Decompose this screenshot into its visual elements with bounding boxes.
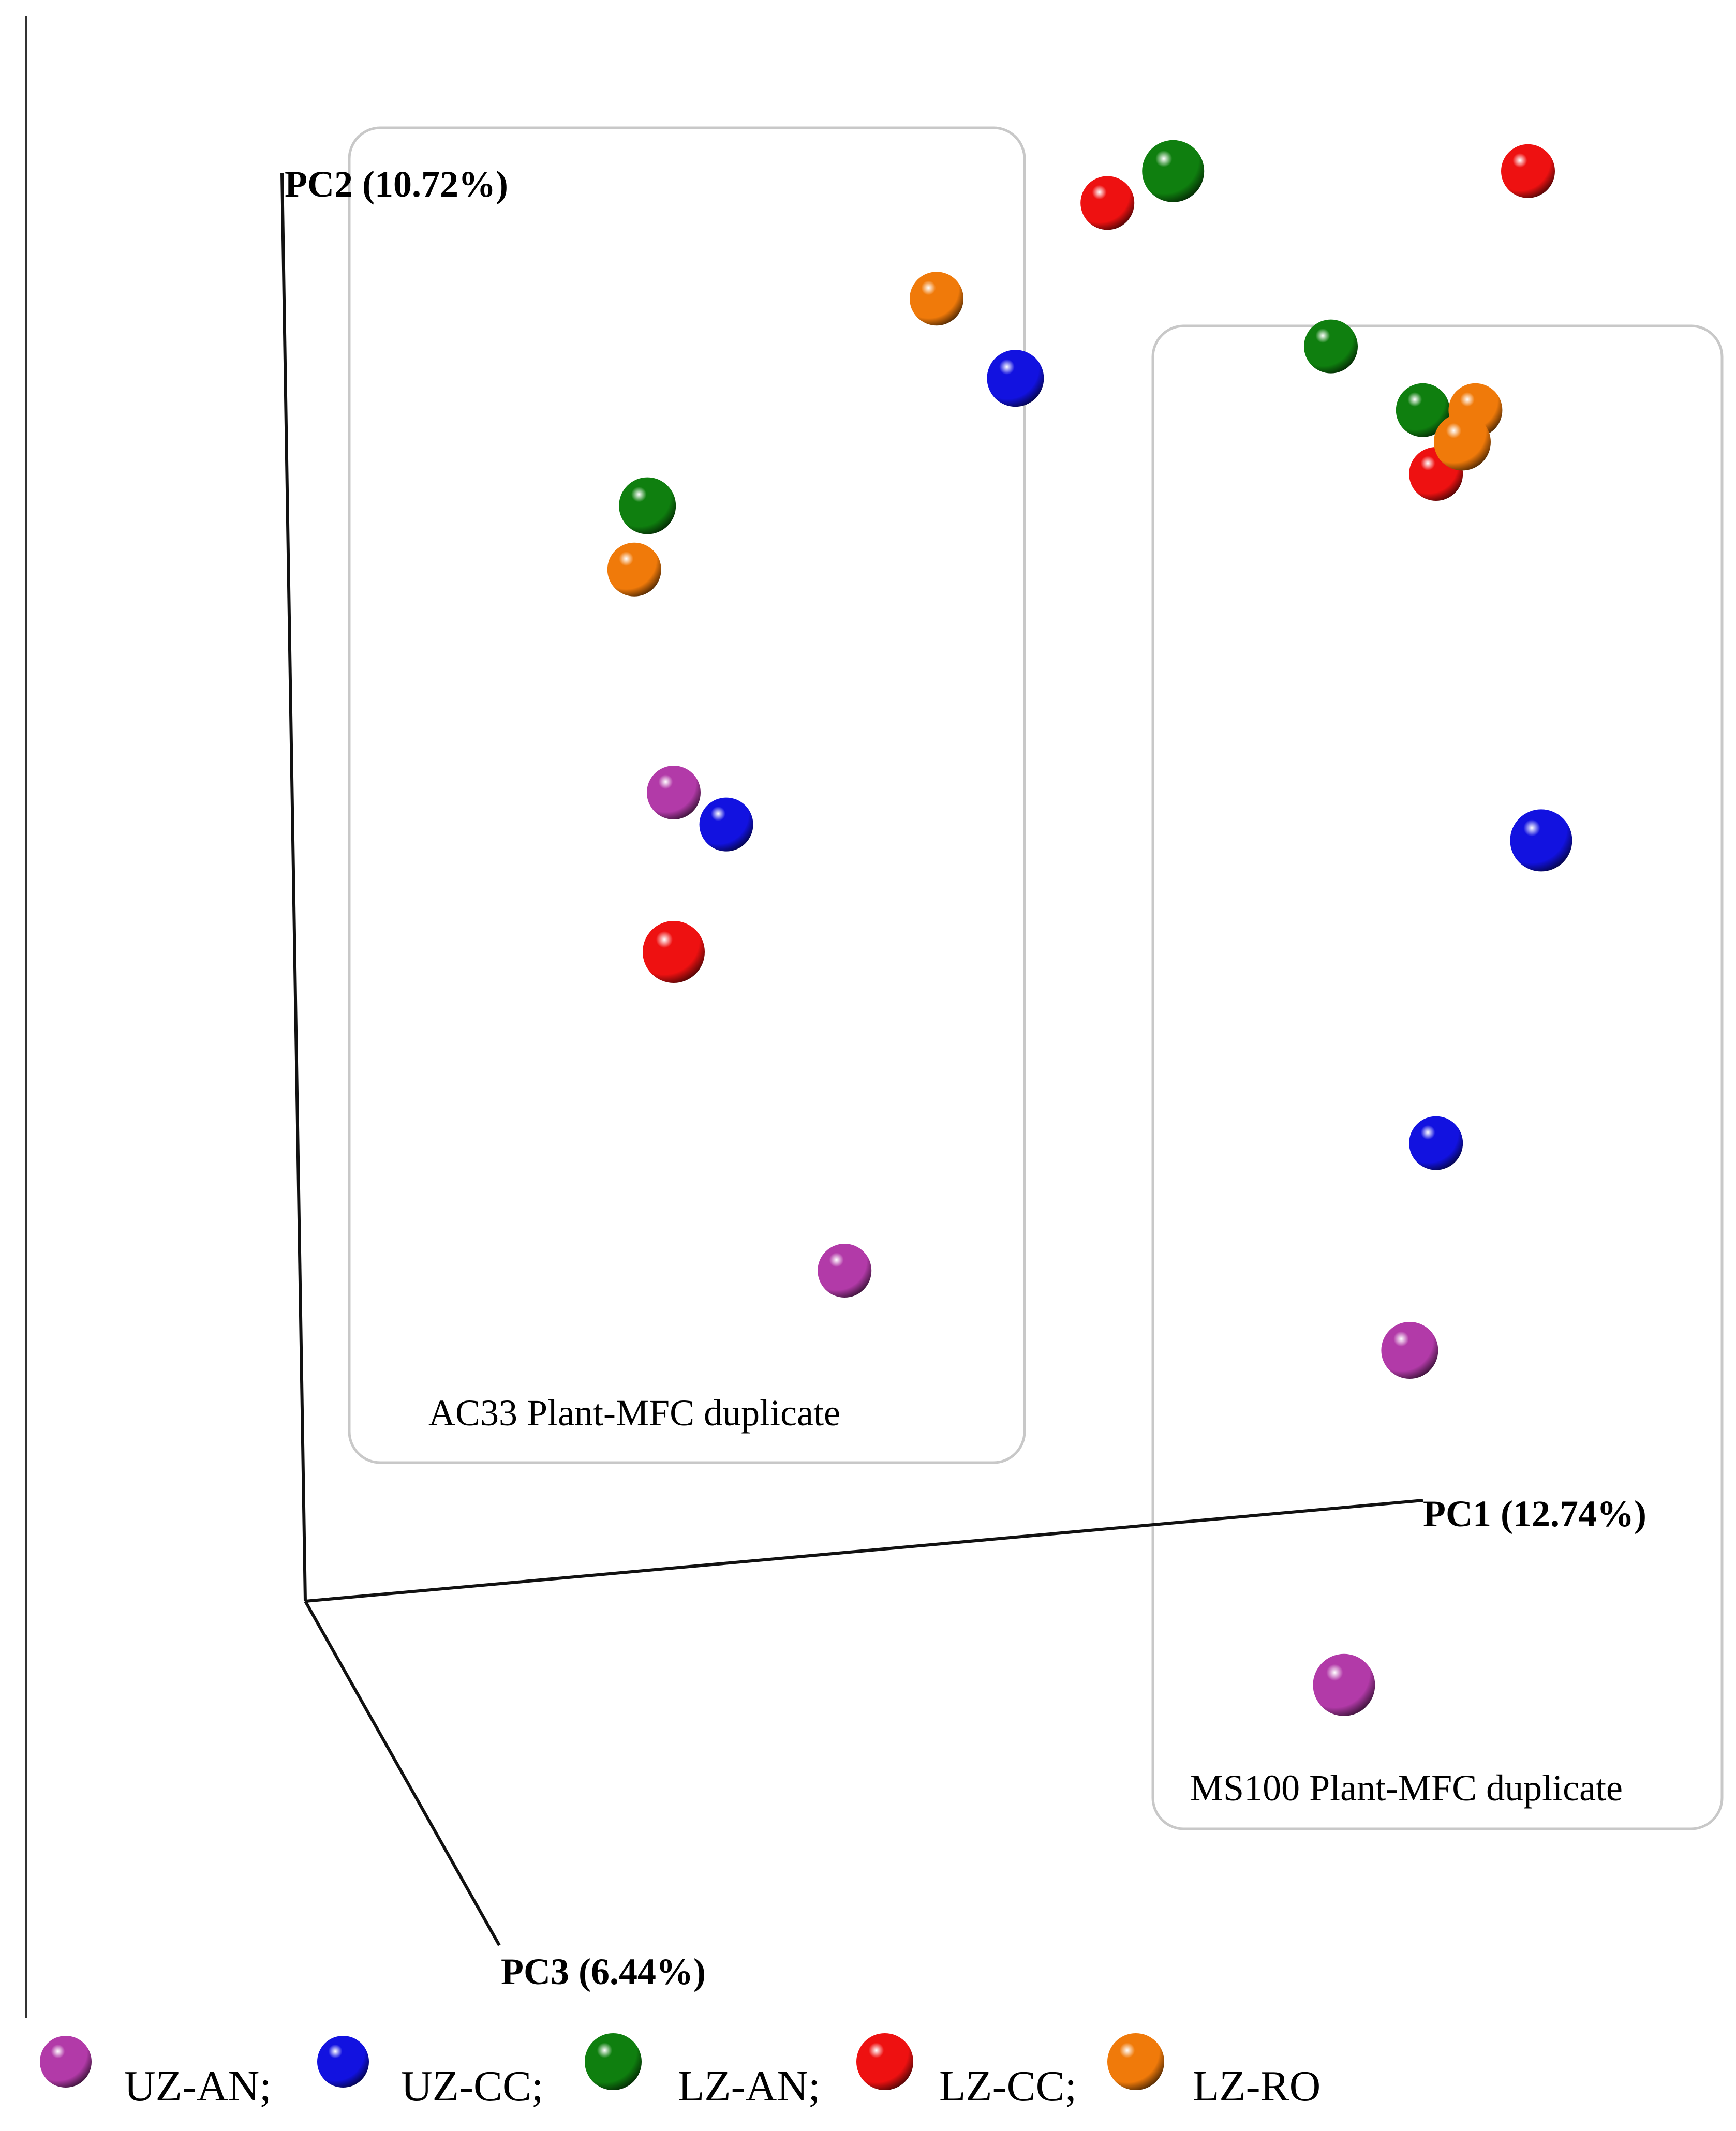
group-box-ms100: [1151, 324, 1724, 1830]
legend-marker-lz-an: [585, 2033, 642, 2090]
legend: UZ-AN; UZ-CC; LZ-AN; LZ-CC; LZ-RO: [40, 2033, 1320, 2110]
group-label-ms100: MS100 Plant-MFC duplicate: [1190, 1767, 1623, 1809]
data-point-lzan-1: [619, 477, 676, 534]
data-point-uzan-3: [1381, 1322, 1438, 1379]
legend-label-uz-cc: UZ-CC;: [401, 2062, 543, 2110]
data-point-uzan-2: [818, 1244, 872, 1298]
data-point-lzro-4: [1434, 413, 1491, 471]
data-point-uzcc-3: [1510, 809, 1572, 872]
legend-marker-lz-cc: [856, 2033, 913, 2090]
data-point-uzcc-1: [699, 797, 753, 852]
data-point-lzan-3: [1304, 319, 1358, 374]
legend-label-lz-cc: LZ-CC;: [939, 2062, 1077, 2110]
legend-label-lz-ro: LZ-RO: [1193, 2062, 1320, 2110]
data-point-lzan-2: [1142, 140, 1205, 202]
data-point-lzro-2: [910, 272, 963, 326]
legend-marker-lz-ro: [1107, 2033, 1164, 2090]
data-point-lzan-4: [1396, 383, 1450, 437]
data-point-lzcc-2: [1080, 176, 1135, 230]
group-label-ac33: AC33 Plant-MFC duplicate: [428, 1392, 840, 1434]
data-points: [607, 140, 1572, 1716]
legend-label-uz-an: UZ-AN;: [124, 2062, 272, 2110]
data-point-uzcc-2: [987, 350, 1044, 407]
data-point-uzcc-4: [1409, 1116, 1463, 1170]
pc2-axis-line: [280, 173, 307, 1602]
data-point-lzro-1: [607, 542, 661, 597]
data-point-uzan-1: [647, 766, 701, 819]
pc1-axis-line: [305, 1499, 1423, 1603]
data-point-uzan-4: [1313, 1653, 1375, 1716]
legend-marker-uz-an: [40, 2036, 92, 2088]
pc3-axis-line: [304, 1600, 501, 1946]
legend-label-lz-an: LZ-AN;: [678, 2062, 820, 2110]
data-point-lzcc-1: [643, 921, 705, 983]
group-box-ac33: [348, 126, 1026, 1464]
legend-marker-uz-cc: [317, 2036, 369, 2088]
pc1-axis-label: PC1 (12.74%): [1423, 1493, 1646, 1534]
pc2-axis-label: PC2 (10.72%): [285, 163, 508, 205]
data-point-lzcc-3: [1501, 144, 1555, 198]
pc3-axis-label: PC3 (6.44%): [501, 1951, 706, 1992]
